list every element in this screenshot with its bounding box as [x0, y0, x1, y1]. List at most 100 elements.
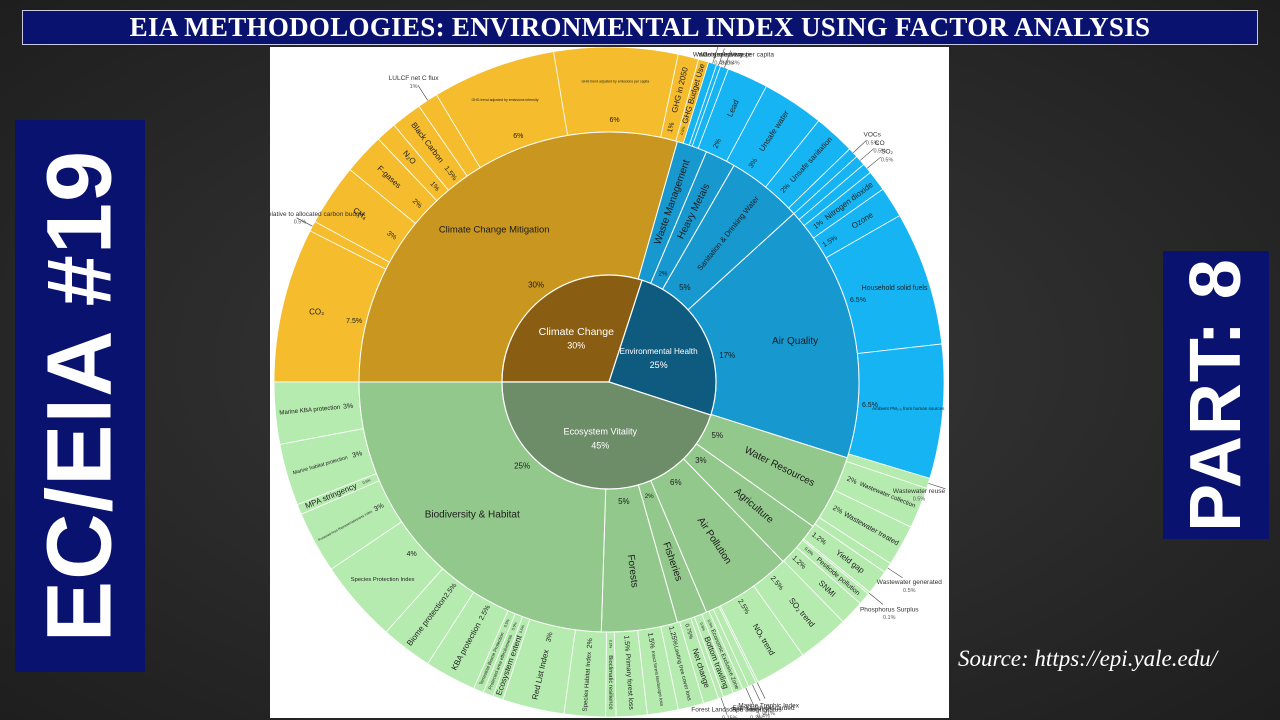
indicator-label: Fish Catch Discarded: [732, 705, 795, 712]
leader-line: [866, 156, 882, 169]
indicator-weight: 1.5%: [622, 635, 630, 651]
indicator-label: VOCs: [864, 132, 882, 139]
indicator-weight: 2%: [586, 638, 594, 649]
indicator-weight: 0.5%: [874, 149, 887, 155]
indicator-weight: 6.5%: [862, 402, 878, 409]
indicator-label: Species Habitat Index: [582, 652, 593, 712]
indicator-weight: 0.5%: [362, 478, 372, 485]
indicator-weight: 1.5%: [646, 632, 655, 649]
indicator-weight: 0.4%: [757, 714, 770, 718]
indicator-weight: 0.5%: [519, 624, 526, 634]
category-label: Ecosystem Vitality: [564, 426, 638, 436]
category-label: Climate Change: [539, 326, 614, 338]
indicator-weight: 0.25%: [722, 715, 738, 718]
indicator-weight: 1%: [410, 84, 418, 90]
issue-label: Forests: [625, 554, 640, 588]
left-banner: EC/EIA #19: [15, 120, 145, 672]
indicator-weight: 0.75%: [683, 623, 694, 640]
leader-line: [724, 50, 731, 68]
indicator-label: Waste recovery: [698, 52, 744, 59]
diagram-panel: CO₂ 7.5% CO₂ trend relative to allocated c…: [270, 47, 949, 718]
leader-line: [720, 697, 728, 715]
issue-label: Air Quality: [772, 336, 818, 347]
indicator-label: Ambient PM₂.₅ from human sources: [872, 406, 945, 411]
indicator-label: Wastewater reuse: [893, 488, 946, 495]
indicator-weight: 1.25%: [667, 626, 679, 647]
indicator-weight: 1%: [428, 181, 440, 193]
leader-line: [712, 47, 719, 64]
right-banner: PART: 8: [1163, 251, 1269, 539]
indicator-weight: 1%: [812, 219, 824, 231]
indicator-weight: 2%: [831, 505, 843, 516]
indicator-weight: 0.5%: [511, 621, 518, 631]
source-credit: Source: https://epi.yale.edu/: [958, 646, 1218, 671]
indicator-weight: 0.6%: [803, 546, 814, 556]
left-banner-text: EC/EIA #19: [28, 149, 131, 643]
category-weight: 30%: [567, 340, 585, 350]
issue-weight: 25%: [514, 461, 530, 470]
issue-weight: 2%: [645, 493, 654, 500]
indicator-weight: 0.4%: [714, 60, 727, 66]
indicator-label: Controlled waste: [703, 52, 752, 59]
leader-line: [745, 687, 754, 705]
indicator-weight: 0.5%: [881, 157, 894, 163]
indicator-weight: 0.5%: [294, 220, 307, 226]
sunburst-diagram: CO₂ 7.5% CO₂ trend relative to allocated c…: [270, 47, 946, 718]
indicator-weight: 0.3%: [750, 715, 763, 718]
leader-line: [928, 483, 946, 490]
leader-line: [887, 567, 903, 579]
indicator-label: Household solid fuels: [862, 285, 928, 292]
indicator-weight: 0.4%: [727, 60, 740, 66]
category-segment-environmental-health: [608, 279, 717, 416]
issue-weight: 2%: [658, 270, 667, 277]
category-segment-climate-change: [501, 274, 643, 383]
indicator-label: Species Protection Index: [351, 577, 415, 583]
leader-line: [868, 592, 884, 605]
indicator-label: GHG trend adjusted by emissions per capi…: [581, 79, 649, 83]
indicator-label: Bioclimatic resilience: [607, 655, 613, 709]
indicator-weight: 6.5%: [850, 297, 866, 304]
indicator-weight: 0.5%: [903, 588, 916, 594]
indicator-weight: 0.2%: [721, 60, 734, 66]
indicator-weight: 0.5%: [913, 497, 926, 503]
page-title: EIA METHODOLOGIES: ENVIRONMENTAL INDEX U…: [22, 10, 1258, 45]
issue-weight: 17%: [719, 351, 735, 360]
indicator-label: LULCF net C flux: [389, 75, 440, 82]
indicator-weight: 0.5%: [608, 640, 612, 649]
issue-weight: 6%: [670, 478, 682, 487]
indicator-weight: 3%: [748, 157, 759, 169]
indicator-label: SO₂: [881, 149, 893, 156]
leader-line: [752, 684, 761, 702]
leader-line: [853, 140, 867, 153]
indicator-weight: 1%: [667, 122, 676, 133]
indicator-weight: 7.5%: [346, 318, 362, 325]
indicator-label: GHG trend adjusted by emissions intensit…: [471, 98, 538, 102]
leader-line: [417, 85, 428, 101]
category-label: Environmental Health: [620, 347, 699, 356]
indicator-weight: 3%: [545, 632, 554, 643]
leader-line: [756, 682, 766, 699]
indicator-label: Fish Stock Status: [731, 707, 782, 714]
issue-label: Climate Change Mitigation: [439, 224, 550, 235]
indicator-label: Waste generation per capita: [693, 52, 774, 59]
issue-weight: 3%: [695, 456, 707, 465]
right-banner-text: PART: 8: [1176, 258, 1256, 532]
outer-ring: [273, 47, 946, 718]
indicator-weight: 3%: [385, 230, 397, 241]
indicator-weight: 3%: [352, 450, 364, 460]
indicator-weight: 0.5%: [503, 618, 510, 628]
indicator-weight: 0.5%: [707, 619, 714, 629]
indicator-weight: 3%: [343, 403, 354, 411]
indicator-weight: 0.1%: [762, 711, 775, 717]
indicator-weight: 0.5%: [680, 125, 686, 135]
indicator-label: Primary forest loss: [624, 654, 635, 711]
indicator-weight: 0.1%: [883, 615, 896, 621]
indicator-label: Marine Trophic Index: [738, 703, 799, 710]
indicator-weight: 0.5%: [699, 622, 706, 632]
indicator-weight: 2%: [846, 476, 858, 486]
inner-ring: [501, 274, 717, 490]
indicator-weight: 2%: [780, 182, 792, 194]
indicator-label: CO: [875, 140, 885, 147]
indicator-weight: 6%: [609, 117, 619, 124]
issue-weight: 5%: [679, 283, 691, 292]
